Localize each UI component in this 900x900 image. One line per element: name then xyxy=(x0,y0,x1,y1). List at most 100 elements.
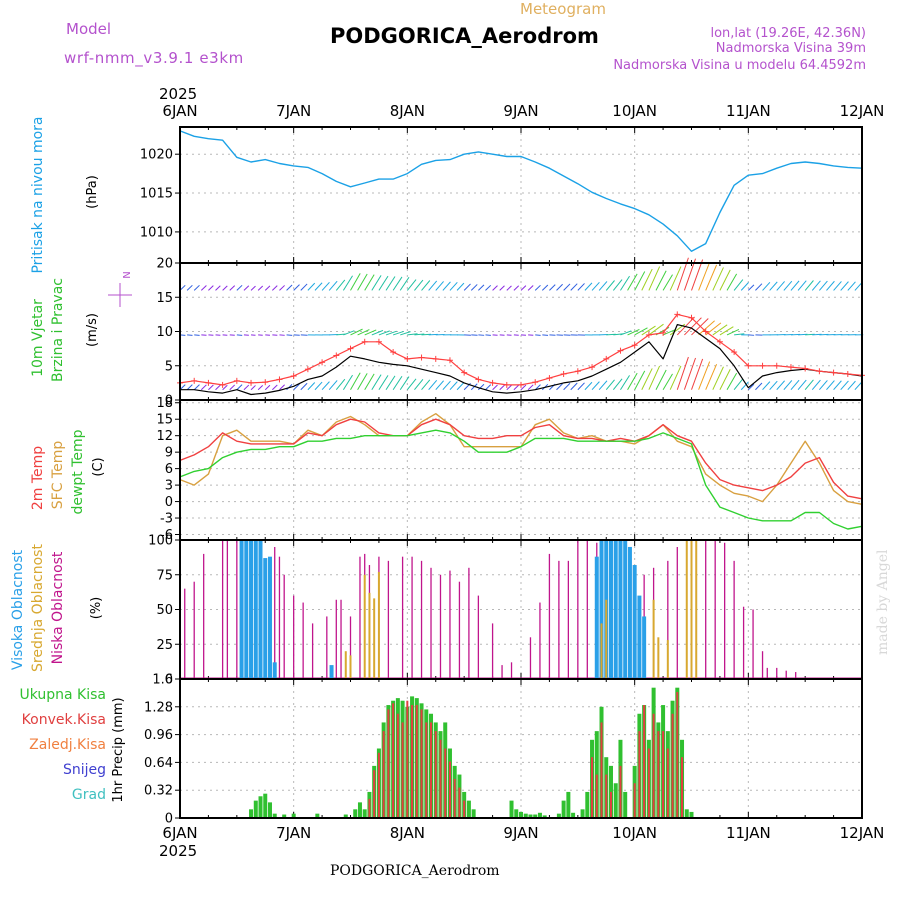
wind-barb xyxy=(236,384,243,391)
pressure-unit: (hPa) xyxy=(85,175,100,209)
x-tick-label-bottom: 6JAN xyxy=(162,824,197,842)
wind-barb xyxy=(549,284,556,291)
wind-barb xyxy=(740,282,749,291)
wind-barb xyxy=(314,381,323,391)
wind-barb xyxy=(428,280,438,291)
wind-barb xyxy=(648,365,661,390)
precip-total-bar xyxy=(523,813,528,818)
legend-total-rain: Ukupna Kisa xyxy=(19,687,106,703)
product-label: Meteogram xyxy=(520,0,606,18)
y-tick-label: 15 xyxy=(156,291,173,306)
wind-barb xyxy=(584,381,593,391)
wind-barb xyxy=(200,285,207,291)
cloud-high-bar xyxy=(272,662,277,679)
y-tick-label: 0.96 xyxy=(144,728,173,743)
wind-barb xyxy=(279,285,285,291)
wind-panel: 0 5 10 15 20 xyxy=(156,257,865,409)
y-tick-label: 0 xyxy=(165,394,173,409)
precip-total-bar xyxy=(585,791,590,818)
cloud-high-bar xyxy=(627,546,632,679)
cloud-mid-bar xyxy=(652,599,655,679)
wind-barb xyxy=(378,330,390,336)
wind-barb xyxy=(790,280,800,291)
wind-barb xyxy=(726,372,738,390)
wind-barb xyxy=(357,273,368,291)
wind-barb xyxy=(208,384,214,391)
wind-barb xyxy=(612,279,623,291)
wind-barb xyxy=(719,269,731,291)
wind-barb xyxy=(350,273,361,291)
cloud-high-bar xyxy=(618,540,623,679)
y-tick-label: 0.64 xyxy=(144,756,173,771)
cloud-high-bar xyxy=(249,540,254,679)
cloud-high-bar xyxy=(599,540,604,679)
cloud-high-title: Visoka Oblacnost xyxy=(10,549,26,670)
wind-barb xyxy=(811,280,821,291)
cloud-mid-bar xyxy=(666,640,669,679)
precip-convective-bar xyxy=(392,703,395,818)
wind-barb xyxy=(584,282,593,291)
wind-barb xyxy=(612,378,623,391)
wind-barb xyxy=(243,285,250,291)
wind-barb xyxy=(499,285,505,291)
precip-total-bar xyxy=(466,800,471,818)
wind-barb xyxy=(719,369,731,390)
temp-unit: (C) xyxy=(91,457,106,476)
precip-convective-bar xyxy=(463,800,466,818)
wind-barb xyxy=(272,285,278,291)
wind-barb xyxy=(734,333,745,336)
wind-barb xyxy=(300,382,308,391)
wind-barb xyxy=(279,384,285,391)
wind-barb xyxy=(605,280,615,291)
wind-barb xyxy=(364,373,375,390)
wind-barb xyxy=(392,276,403,291)
precip-total-bar xyxy=(528,814,533,818)
precip-convective-bar xyxy=(676,692,679,818)
pressure-title: Pritisak na nivou mora xyxy=(30,116,46,273)
year-label-top: 2025 xyxy=(159,85,197,103)
precip-convective-bar xyxy=(652,713,655,818)
wind-barb xyxy=(520,384,527,391)
x-tick-label-bottom: 8JAN xyxy=(390,824,425,842)
wind-barb xyxy=(698,262,711,291)
wind-barb xyxy=(506,384,512,391)
x-tick-label-top: 10JAN xyxy=(612,102,657,120)
precip-total-bar xyxy=(519,811,523,818)
credit-label: made by Angel xyxy=(875,549,891,655)
wind-barb xyxy=(847,281,856,291)
wind-barb xyxy=(811,379,821,391)
wind-speed-line xyxy=(180,324,863,396)
precip-total-bar xyxy=(689,811,694,818)
wind-barb xyxy=(698,361,711,390)
precip-convective-bar xyxy=(591,757,594,818)
cloud-high-bar xyxy=(594,556,599,679)
wind-barb xyxy=(492,285,498,291)
precip-convective-bar xyxy=(401,722,404,818)
wind-barb xyxy=(492,384,498,391)
precip-total-bar xyxy=(580,809,585,818)
precip-total-bar xyxy=(471,809,476,818)
wind-barb xyxy=(641,325,656,336)
wind-barb xyxy=(264,285,271,291)
wind-barb xyxy=(826,280,835,291)
precip-total-bar xyxy=(362,809,367,818)
x-tick-label-top: 11JAN xyxy=(726,102,771,120)
wind-barb xyxy=(606,333,616,336)
wind-barb xyxy=(321,381,330,391)
wind-barb xyxy=(534,284,541,291)
temperature-ylabels: 2m Temp SFC Temp dewpt Temp (C) xyxy=(30,429,106,514)
wind-barb xyxy=(790,379,800,391)
wind-barb xyxy=(769,281,778,291)
wind-barb xyxy=(747,284,755,291)
precip-convective-bar xyxy=(406,700,409,818)
wind-barb xyxy=(669,266,682,291)
cloud-high-bar xyxy=(642,616,647,679)
y-tick-label: 1020 xyxy=(140,148,173,163)
wind-barb xyxy=(250,285,256,291)
wind-compass-icon: N xyxy=(108,271,132,307)
y-tick-label: 18 xyxy=(156,396,173,411)
precip-total-bar xyxy=(258,796,263,818)
wind-barb xyxy=(655,369,667,390)
wind-barb xyxy=(598,281,608,291)
wind-barb xyxy=(805,333,815,336)
